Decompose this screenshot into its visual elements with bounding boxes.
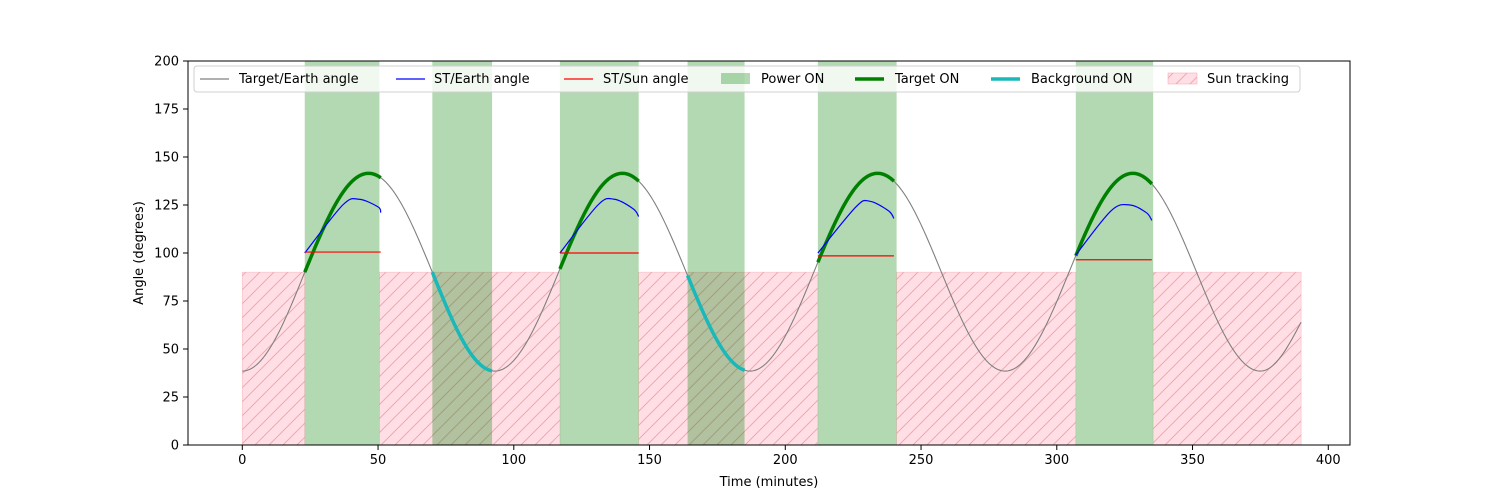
sun-tracking-hatch-3 bbox=[896, 272, 1076, 445]
st-earth-segment-0 bbox=[304, 197, 382, 254]
target-on-segment-3 bbox=[1074, 171, 1154, 257]
legend-label-st-sun: ST/Sun angle bbox=[603, 72, 689, 87]
x-tick-label-250: 250 bbox=[909, 453, 934, 468]
x-tick-label-100: 100 bbox=[501, 453, 526, 468]
x-tick-label-350: 350 bbox=[1180, 453, 1205, 468]
target-on-segment-2 bbox=[816, 171, 896, 263]
legend-label-st-earth: ST/Earth angle bbox=[434, 72, 530, 87]
y-tick-label-50: 50 bbox=[162, 343, 179, 358]
y-tick-label-200: 200 bbox=[154, 55, 179, 70]
sun-tracking-hatch-0 bbox=[242, 272, 305, 445]
y-axis: 0 25 50 75 100 125 150 175 200 bbox=[154, 55, 188, 454]
y-axis-label: Angle (degrees) bbox=[132, 201, 147, 305]
legend-label-power-on: Power ON bbox=[761, 72, 824, 87]
background-on-segment-0 bbox=[430, 271, 493, 373]
power-on-span-1 bbox=[432, 61, 493, 445]
power-on-span-5 bbox=[1075, 61, 1154, 445]
y-tick-label-125: 125 bbox=[154, 199, 179, 214]
legend: Target/Earth angle ST/Earth angle ST/Sun… bbox=[193, 65, 1301, 93]
x-tick-label-300: 300 bbox=[1044, 453, 1069, 468]
x-tick-label-400: 400 bbox=[1316, 453, 1341, 468]
power-on-span-0 bbox=[304, 61, 380, 445]
st-earth-segment-3 bbox=[1075, 203, 1153, 256]
power-on-regions bbox=[304, 61, 1154, 445]
x-tick-label-150: 150 bbox=[637, 453, 662, 468]
x-axis: 0 50 100 150 200 250 300 350 400 bbox=[238, 445, 1341, 468]
target-on-segment-0 bbox=[303, 171, 382, 273]
y-tick-label-150: 150 bbox=[154, 151, 179, 166]
st-earth-segment-1 bbox=[559, 197, 640, 254]
y-tick-label-75: 75 bbox=[162, 295, 179, 310]
y-tick-label-0: 0 bbox=[171, 439, 179, 454]
x-axis-label: Time (minutes) bbox=[719, 475, 819, 490]
data-lines bbox=[242, 171, 1302, 373]
x-tick-label-200: 200 bbox=[773, 453, 798, 468]
legend-swatch-power-on bbox=[721, 73, 750, 84]
y-tick-label-100: 100 bbox=[154, 247, 179, 262]
x-tick-label-50: 50 bbox=[370, 453, 387, 468]
legend-label-target-on: Target ON bbox=[894, 72, 959, 87]
background-on-segment-1 bbox=[685, 274, 746, 372]
power-on-span-4 bbox=[817, 61, 897, 445]
y-tick-label-175: 175 bbox=[154, 103, 179, 118]
power-on-span-3 bbox=[687, 61, 745, 445]
x-tick-label-0: 0 bbox=[238, 453, 246, 468]
sun-tracking-hatch-1 bbox=[379, 272, 560, 445]
legend-label-target-earth: Target/Earth angle bbox=[238, 72, 359, 87]
sun-tracking-regions bbox=[241, 271, 1302, 445]
plot-area bbox=[241, 61, 1302, 445]
legend-frame bbox=[193, 65, 1301, 93]
legend-label-sun-tracking: Sun tracking bbox=[1207, 72, 1289, 87]
sun-tracking-hatch-4 bbox=[1153, 272, 1302, 445]
legend-label-background-on: Background ON bbox=[1031, 72, 1133, 87]
target-on-segment-1 bbox=[558, 171, 640, 270]
st-earth-segment-2 bbox=[817, 199, 895, 254]
legend-swatch-sun-tracking-hatch bbox=[1168, 73, 1197, 84]
y-tick-label-25: 25 bbox=[162, 391, 179, 406]
